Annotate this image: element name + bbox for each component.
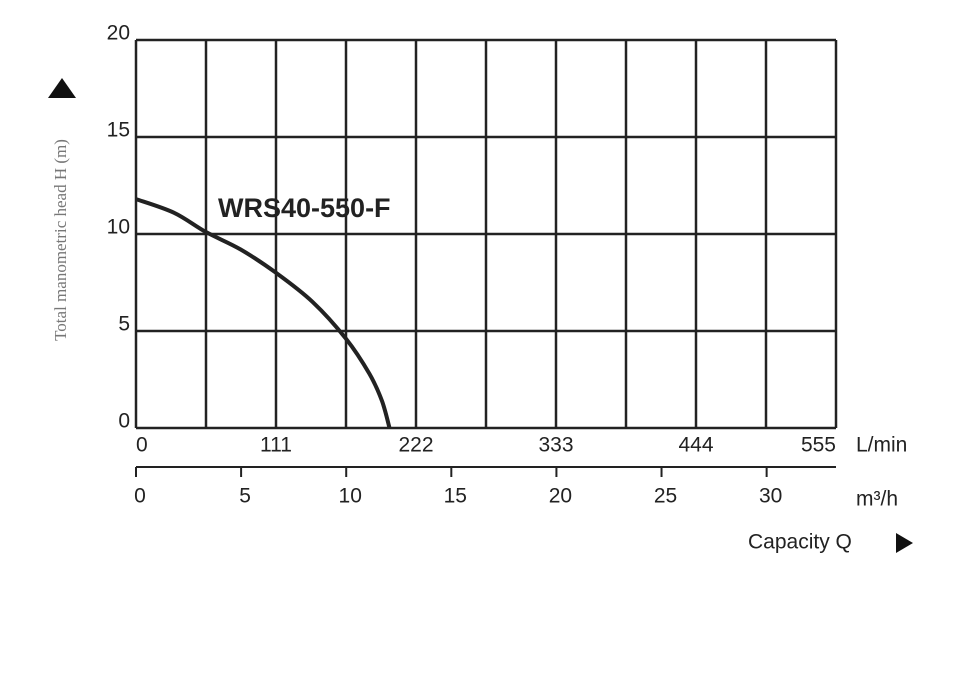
y-arrow	[48, 78, 76, 98]
x-tick-label: 444	[678, 434, 713, 457]
y-tick-label: 15	[107, 119, 130, 142]
x-tick-label: 0	[136, 434, 148, 457]
x-title: Capacity Q	[748, 531, 852, 554]
x2-tick-label: 15	[444, 485, 467, 508]
x-tick-label: 222	[398, 434, 433, 457]
y-tick-label: 0	[118, 410, 130, 433]
x2-tick-label: 25	[654, 485, 677, 508]
x-unit: L/min	[856, 434, 907, 457]
x-tick-label: 333	[538, 434, 573, 457]
y-axis-label: Total manometric head H (m)	[51, 139, 70, 341]
y-tick-label: 20	[107, 22, 130, 45]
x-tick-label: 111	[260, 434, 292, 457]
y-tick-label: 5	[118, 313, 130, 336]
x2-unit: m³/h	[856, 488, 898, 511]
y-tick-label: 10	[107, 216, 130, 239]
x-tick-label: 555	[801, 434, 836, 457]
x2-tick-label: 10	[339, 485, 362, 508]
x-arrow	[896, 533, 913, 553]
x2-tick-label: 0	[134, 485, 146, 508]
x2-tick-label: 20	[549, 485, 572, 508]
curve	[135, 197, 392, 429]
x2-tick-label: 30	[759, 485, 782, 508]
x2-tick-label: 5	[239, 485, 251, 508]
annotation: WRS40-550-F	[218, 193, 391, 223]
